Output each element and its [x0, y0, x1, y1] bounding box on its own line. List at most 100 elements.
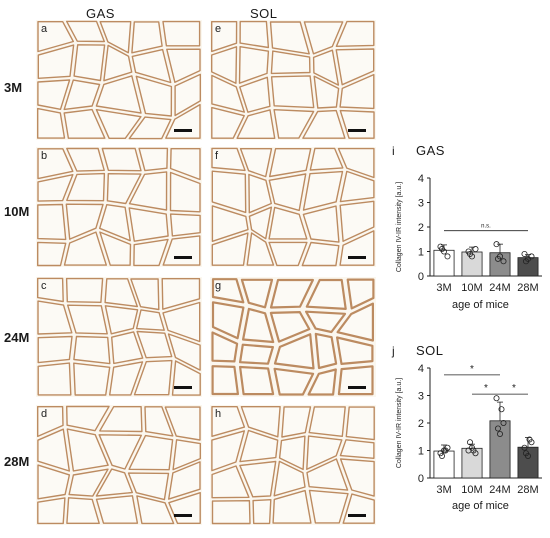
muscle-fiber	[211, 46, 238, 84]
muscle-fiber	[339, 458, 375, 497]
muscle-fiber	[211, 278, 245, 304]
muscle-fiber	[211, 465, 250, 499]
muscle-fiber	[302, 205, 340, 243]
muscle-fiber	[309, 147, 344, 171]
significance-label: *	[512, 383, 516, 394]
micrograph-sol-24m: g	[210, 277, 376, 397]
micrograph-gas-3m: a	[36, 20, 202, 140]
muscle-fiber	[168, 461, 201, 500]
data-point	[500, 258, 507, 265]
data-point	[493, 395, 500, 402]
muscle-fiber	[239, 76, 271, 113]
muscle-fiber	[109, 361, 144, 396]
bar	[489, 420, 511, 479]
muscle-fiber	[211, 500, 251, 525]
muscle-fiber	[308, 406, 346, 437]
data-point	[444, 253, 451, 260]
x-tick-label: 10M	[461, 484, 482, 496]
panel-letter-c: c	[41, 280, 47, 292]
y-tick-label: 2	[418, 418, 424, 430]
muscle-fiber	[272, 489, 312, 524]
data-point	[442, 447, 449, 454]
x-axis-title-gas: age of mice	[452, 299, 509, 311]
muscle-fiber	[339, 170, 375, 203]
muscle-fiber	[336, 302, 374, 342]
panel-letter-g: g	[215, 280, 222, 292]
row-label-3m: 3M	[4, 80, 23, 95]
bar-chart-gas: Collagen IV-IR intensity [a.u.] 0 1 2 3 4 3M 10…	[396, 173, 542, 294]
muscle-fiber	[63, 108, 106, 139]
muscle-fiber	[314, 332, 338, 370]
muscle-fiber	[37, 241, 67, 267]
data-point	[521, 250, 528, 257]
muscle-fiber	[270, 75, 315, 109]
row-label-10m: 10M	[4, 204, 30, 219]
tissue-texture	[210, 20, 376, 140]
muscle-fiber	[308, 489, 349, 524]
muscle-fiber	[63, 231, 107, 266]
muscle-fiber	[95, 495, 139, 524]
muscle-fiber	[95, 75, 142, 114]
muscle-fiber	[269, 278, 314, 309]
muscle-fiber	[211, 74, 245, 113]
muscle-fiber	[278, 435, 306, 471]
muscle-fiber	[37, 21, 74, 53]
y-tick-label: 4	[418, 173, 424, 185]
muscle-fiber	[68, 468, 109, 497]
muscle-fiber	[307, 368, 337, 396]
x-tick-label: 3M	[436, 484, 451, 496]
data-point	[522, 450, 529, 457]
data-point	[439, 246, 446, 253]
muscle-fiber	[303, 21, 344, 55]
micrograph-sol-28m: h	[210, 405, 376, 525]
muscle-fiber	[104, 278, 138, 308]
muscle-fiber	[335, 20, 375, 47]
data-point	[522, 258, 529, 265]
muscle-fiber	[37, 79, 71, 110]
x-tick-label: 3M	[436, 282, 451, 294]
muscle-fiber	[211, 365, 239, 396]
muscle-fiber	[345, 406, 375, 441]
muscle-fiber	[313, 75, 340, 109]
muscle-fiber	[166, 48, 201, 83]
muscle-fiber	[268, 206, 308, 240]
x-tick-label: 24M	[489, 484, 510, 496]
muscle-fiber	[269, 311, 311, 343]
chart-title-sol: SOL	[416, 343, 444, 358]
data-point	[467, 250, 474, 257]
panel-letter-f: f	[215, 150, 219, 162]
muscle-fiber	[269, 21, 310, 55]
tissue-texture	[210, 277, 376, 397]
chart-block-i: i GAS Collagen IV-IR intensity [a.u.] 0 1 2…	[392, 140, 550, 320]
muscle-fiber	[67, 304, 108, 335]
data-point	[495, 425, 502, 432]
muscle-fiber	[239, 20, 270, 49]
muscle-fiber	[211, 406, 246, 437]
muscle-fiber	[236, 109, 276, 139]
muscle-fiber	[65, 203, 104, 240]
muscle-fiber	[99, 406, 143, 433]
muscle-fiber	[128, 207, 169, 242]
significance-label: n.s.	[481, 224, 491, 230]
scale-bar	[174, 386, 192, 389]
muscle-fiber	[242, 307, 275, 344]
muscle-fiber	[37, 362, 72, 396]
micrograph-sol-10m: f	[210, 147, 376, 267]
muscle-fiber	[336, 336, 374, 365]
muscle-fiber	[281, 406, 312, 438]
y-tick-label: 2	[418, 222, 424, 234]
chart-title-gas: GAS	[416, 143, 445, 158]
muscle-fiber	[66, 147, 105, 172]
data-point	[521, 444, 528, 451]
muscle-fiber	[268, 173, 307, 212]
muscle-fiber	[239, 343, 274, 365]
muscle-fiber	[37, 428, 70, 472]
muscle-fiber	[37, 148, 74, 180]
data-point	[493, 241, 500, 248]
data-point	[498, 406, 505, 413]
muscle-fiber	[306, 458, 349, 491]
muscle-fiber	[302, 109, 346, 139]
muscle-fiber	[37, 335, 73, 364]
muscle-fiber	[252, 499, 272, 525]
